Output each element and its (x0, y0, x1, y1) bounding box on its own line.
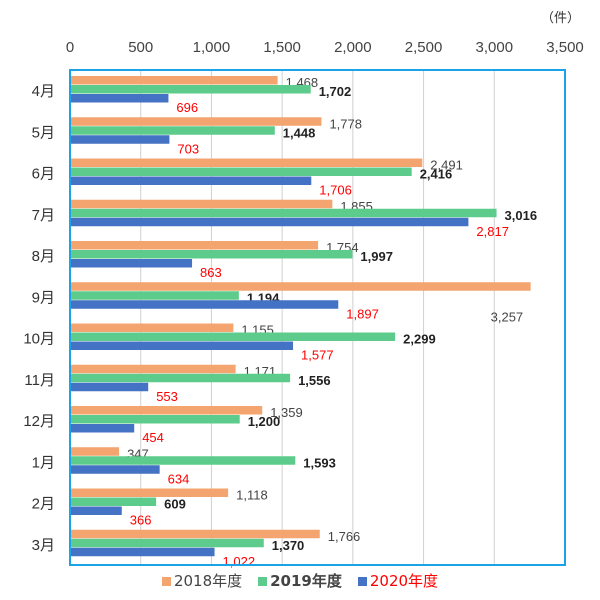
plot-frame (69, 69, 566, 566)
category-label: 10月 (23, 331, 55, 348)
legend-swatch (357, 577, 367, 586)
legend-swatch (161, 577, 171, 586)
bar-2019年度 (70, 373, 291, 383)
data-label: 1,997 (360, 249, 393, 264)
bar-2020年度 (70, 341, 294, 350)
data-label: 1,702 (319, 84, 352, 99)
category-label: 1月 (32, 454, 55, 471)
data-label: 1,706 (319, 183, 352, 198)
bar-chart: （件） 0 500 1,000 1,500 2,000 2,500 3,000 3,500 4月 1… (23, 10, 584, 569)
data-label: 863 (200, 265, 222, 280)
data-label: 696 (176, 100, 198, 115)
bar-2018年度 (70, 488, 229, 497)
bar-2019年度 (70, 332, 396, 341)
data-label: 609 (164, 497, 186, 512)
category-label: 5月 (32, 124, 55, 141)
data-label: 1,359 (270, 405, 303, 420)
bar-2018年度 (70, 282, 531, 291)
data-label: 2,491 (430, 158, 463, 173)
legend-label: 2018年度 (173, 572, 243, 590)
data-label: 553 (156, 389, 178, 404)
bar-2019年度 (70, 291, 239, 300)
bar-2018年度 (70, 117, 322, 126)
category-label: 3月 (32, 537, 55, 554)
data-label: 3,257 (491, 309, 524, 324)
bar-2020年度 (70, 424, 135, 433)
bar-2020年度 (70, 506, 122, 515)
legend-item: 2019年度 (258, 572, 342, 590)
bar-2020年度 (70, 217, 469, 227)
category-label: 9月 (32, 289, 55, 306)
bar-2020年度 (70, 300, 339, 309)
bar-2020年度 (70, 176, 312, 185)
bar-2018年度 (70, 241, 319, 250)
data-label: 366 (130, 513, 152, 528)
category-label: 6月 (32, 166, 55, 183)
x-tick-label: 2,000 (334, 39, 372, 56)
category-label: 7月 (32, 207, 55, 224)
x-tick-label: 500 (128, 39, 153, 56)
data-label: 454 (142, 430, 164, 445)
category-label: 2月 (32, 496, 55, 513)
bar-2019年度 (70, 415, 240, 424)
bar-2019年度 (70, 208, 497, 218)
legend-label: 2019年度 (270, 572, 342, 590)
data-label: 2,416 (420, 167, 453, 182)
data-label: 3,016 (505, 208, 538, 223)
bar-2018年度 (70, 447, 120, 456)
bar-2018年度 (70, 158, 423, 167)
bar-2018年度 (70, 364, 236, 374)
bar-2019年度 (70, 167, 412, 176)
bar-2019年度 (70, 85, 311, 94)
bar-2018年度 (70, 199, 333, 209)
bar-2020年度 (70, 94, 169, 103)
category-label: 8月 (32, 248, 55, 265)
data-label: 1,577 (301, 348, 334, 363)
data-label: 1,556 (298, 373, 331, 388)
data-label: 1,022 (223, 554, 256, 569)
bar-2020年度 (70, 547, 215, 557)
bar-2018年度 (70, 76, 278, 85)
bar-2019年度 (70, 456, 296, 465)
category-label: 11月 (24, 372, 55, 389)
data-label: 1,778 (329, 116, 362, 131)
legend-item: 2020年度 (357, 572, 439, 590)
data-label: 1,118 (236, 488, 268, 503)
x-tick-label: 1,000 (193, 39, 231, 56)
x-tick-label: 0 (66, 39, 74, 56)
category-label: 12月 (23, 413, 55, 430)
data-label: 703 (177, 141, 199, 156)
data-label: 1,448 (283, 125, 316, 140)
bar-2019年度 (70, 126, 275, 135)
bar-2018年度 (70, 529, 320, 539)
data-label: 2,299 (403, 332, 436, 347)
bar-2020年度 (70, 259, 193, 268)
bar-2019年度 (70, 250, 353, 259)
x-tick-label: 3,000 (476, 39, 514, 56)
data-label: 1,897 (346, 306, 379, 321)
legend-swatch (258, 577, 268, 586)
legend: 2018年度 2019年度 2020年度 (0, 570, 600, 591)
data-label: 1,200 (248, 414, 281, 429)
unit-label: （件） (541, 10, 580, 25)
x-tick-label: 1,500 (263, 39, 301, 56)
legend-item: 2018年度 (161, 572, 243, 590)
bar-2020年度 (70, 135, 170, 144)
data-label: 1,766 (328, 529, 361, 544)
bar-2018年度 (70, 323, 234, 332)
x-tick-label: 3,500 (546, 39, 584, 56)
bar-2020年度 (70, 465, 160, 474)
legend-label: 2020年度 (369, 572, 439, 590)
data-label: 634 (168, 471, 190, 486)
x-tick-label: 2,500 (405, 39, 443, 56)
data-label: 1,593 (303, 455, 336, 470)
data-label: 1,370 (272, 538, 305, 553)
bar-2019年度 (70, 497, 157, 506)
bar-2018年度 (70, 406, 263, 415)
bar-2020年度 (70, 382, 149, 392)
data-label: 2,817 (476, 224, 509, 239)
category-label: 4月 (32, 83, 55, 100)
bar-2019年度 (70, 538, 264, 548)
